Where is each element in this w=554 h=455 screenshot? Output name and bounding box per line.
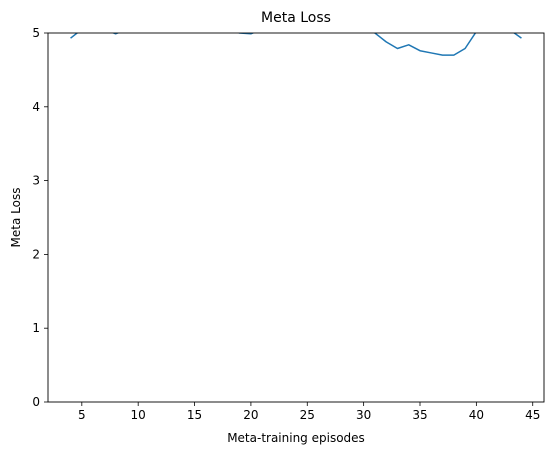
x-tick-label: 45: [525, 408, 540, 422]
chart-title: Meta Loss: [261, 10, 331, 26]
y-tick-label: 2: [32, 247, 40, 261]
x-tick-label: 15: [187, 408, 202, 422]
x-tick-label: 5: [78, 408, 86, 422]
y-tick-label: 3: [32, 174, 40, 188]
plot-frame: [47, 32, 545, 403]
x-tick-label: 30: [356, 408, 371, 422]
plot-area: [70, 33, 522, 56]
series-line: [70, 33, 522, 56]
x-tick-label: 35: [412, 408, 427, 422]
y-axis: 0 1 2 3 4 5: [32, 26, 48, 409]
x-axis-label: Meta-training episodes: [227, 431, 365, 445]
y-tick-label: 1: [32, 321, 40, 335]
y-tick-label: 4: [32, 100, 40, 114]
x-tick-label: 10: [131, 408, 146, 422]
x-tick-label: 20: [243, 408, 258, 422]
x-tick-label: 25: [300, 408, 315, 422]
y-tick-label: 5: [32, 26, 40, 40]
x-tick-label: 40: [469, 408, 484, 422]
y-axis-label: Meta Loss: [9, 188, 23, 248]
x-axis: 5 10 15 20 25 30 35 40 45: [78, 402, 540, 422]
y-tick-label: 0: [32, 395, 40, 409]
